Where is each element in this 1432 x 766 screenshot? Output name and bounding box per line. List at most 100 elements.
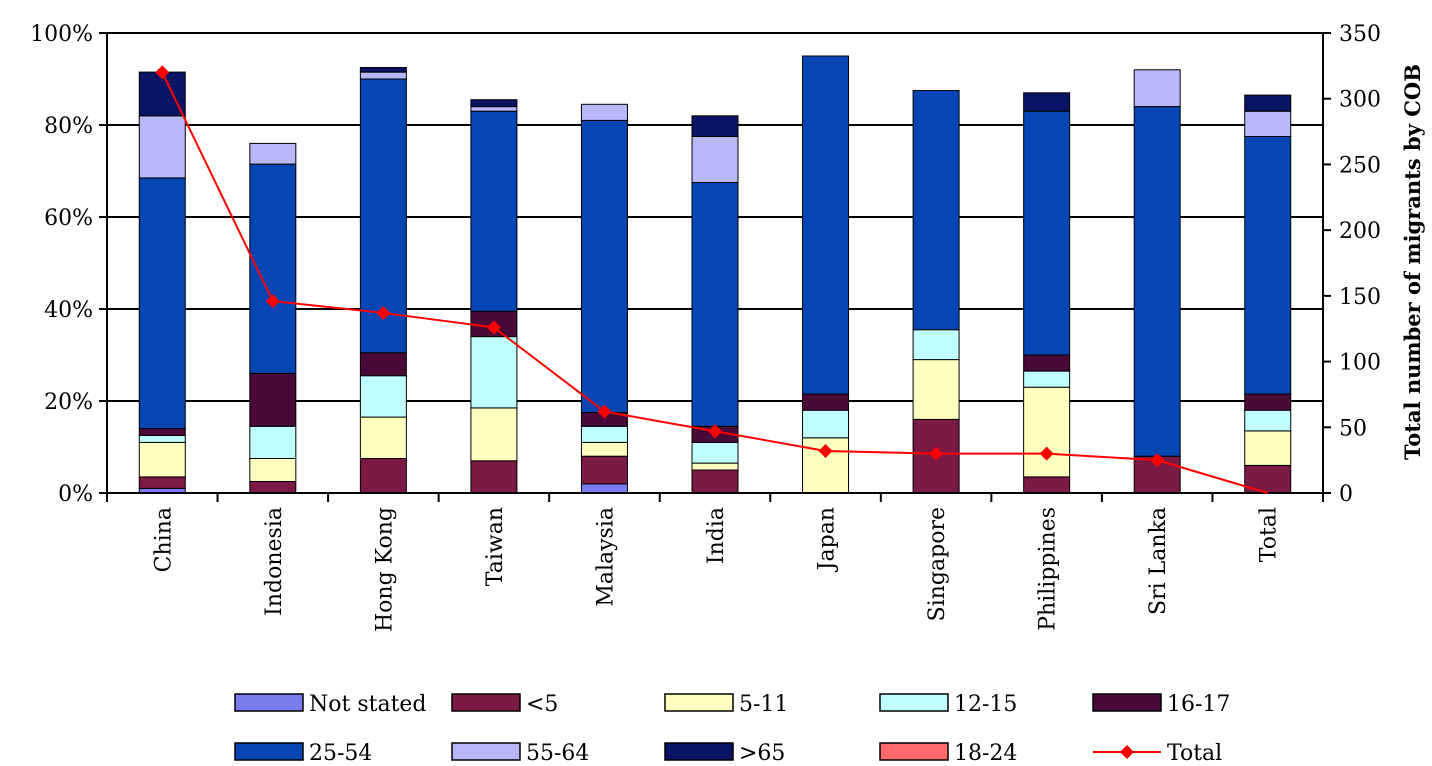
bar-indonesia-5-11 [249, 458, 297, 482]
legend-label-55-64: 55-64 [526, 741, 589, 766]
category-label-taiwan: Taiwan [483, 507, 508, 586]
bar-singapore-12-15 [912, 329, 960, 361]
bar-philippines-25-54 [1023, 110, 1071, 356]
category-label-philippines: Philippines [1036, 507, 1061, 631]
bar-hong-kong-55-64 [359, 71, 407, 80]
bars [138, 55, 1292, 494]
bar-hong-kong-16-17 [359, 352, 407, 377]
bar-sri-lanka-25-54 [1133, 106, 1181, 457]
legend-swatch-55-64 [451, 742, 521, 761]
legend: Not stated <5 5-11 12-15 16-17 25-54 55-64 >65 1… [234, 692, 1230, 766]
right-tick-label: 150 [1339, 285, 1381, 310]
bar-china-lt5 [138, 476, 186, 489]
right-axis-title: Total number of migrants by COB [1400, 64, 1425, 460]
total-point-indonesia [265, 294, 280, 309]
bar-indonesia-16-17 [249, 372, 297, 427]
legend-swatch-5-11 [664, 693, 734, 712]
bar-taiwan-12-15 [470, 336, 518, 409]
right-tick-label: 0 [1339, 482, 1353, 507]
right-tick-label: 250 [1339, 153, 1381, 178]
total-point-malaysia [597, 404, 612, 419]
bar-singapore-5-11 [912, 359, 960, 420]
category-label-hong-kong: Hong Kong [372, 507, 397, 632]
bar-malaysia-55-64 [580, 103, 628, 121]
category-label-indonesia: Indonesia [262, 507, 287, 616]
left-tick-label: 60% [44, 206, 93, 231]
bar-total-55-64 [1244, 110, 1292, 137]
bar-malaysia-not-stated [580, 483, 628, 494]
category-label-japan: Japan [815, 507, 840, 572]
bar-indonesia-55-64 [249, 142, 297, 165]
bar-india-gt65 [691, 115, 739, 138]
bar-total-16-17 [1244, 393, 1292, 411]
legend-label-total: Total [1167, 741, 1222, 766]
bar-philippines-lt5 [1023, 476, 1071, 494]
axes [106, 33, 1324, 502]
right-tick-label: 100 [1339, 351, 1381, 376]
bar-philippines-12-15 [1023, 370, 1071, 388]
bar-china-55-64 [138, 115, 186, 179]
bar-philippines-16-17 [1023, 354, 1071, 372]
total-point-singapore [929, 446, 944, 461]
bar-indonesia-lt5 [249, 481, 297, 494]
total-point-hong-kong [376, 305, 391, 320]
legend-swatch-12-15 [879, 693, 949, 712]
total-point-taiwan [486, 320, 501, 335]
bar-sri-lanka-55-64 [1133, 69, 1181, 108]
bar-china-12-15 [138, 435, 186, 443]
legend-swatch-25-54 [234, 742, 304, 761]
legend-label-lt5: <5 [526, 692, 558, 717]
right-tick-label: 350 [1339, 22, 1381, 47]
bar-taiwan-55-64 [470, 106, 518, 112]
category-labels: China Indonesia Hong Kong Taiwan Malaysia Ind… [151, 507, 1281, 632]
total-point-philippines [1039, 446, 1054, 461]
bar-malaysia-12-15 [580, 425, 628, 443]
legend-label-5-11: 5-11 [739, 692, 788, 717]
bar-hong-kong-12-15 [359, 375, 407, 418]
legend-label-12-15: 12-15 [954, 692, 1017, 717]
bar-japan-16-17 [802, 393, 850, 411]
legend-swatch-18-24 [879, 742, 949, 761]
category-label-sri-lanka: Sri Lanka [1146, 507, 1171, 615]
right-tick-label: 200 [1339, 219, 1381, 244]
bar-hong-kong-5-11 [359, 416, 407, 460]
bar-total-5-11 [1244, 430, 1292, 466]
legend-swatch-not-stated [234, 693, 304, 712]
right-tick-label: 300 [1339, 88, 1381, 113]
legend-swatch-lt5 [451, 693, 521, 712]
left-tick-label: 100% [30, 22, 93, 47]
bar-hong-kong-lt5 [359, 458, 407, 494]
bar-china-gt65 [138, 71, 186, 117]
bar-malaysia-lt5 [580, 455, 628, 485]
bar-philippines-gt65 [1023, 92, 1071, 112]
bar-japan-12-15 [802, 409, 850, 439]
left-tick-label: 40% [44, 298, 93, 323]
bar-india-5-11 [691, 462, 739, 471]
bar-china-16-17 [138, 428, 186, 437]
bar-india-55-64 [691, 136, 739, 183]
category-label-singapore: Singapore [925, 507, 950, 621]
left-tick-label: 0% [58, 482, 93, 507]
category-label-malaysia: Malaysia [593, 507, 618, 607]
left-tick-label: 80% [44, 114, 93, 139]
left-axis-ticks: 0% 20% 40% 60% 80% 100% [30, 22, 107, 507]
bar-taiwan-5-11 [470, 407, 518, 462]
bar-india-25-54 [691, 182, 739, 427]
bar-total-12-15 [1244, 409, 1292, 432]
bar-taiwan-gt65 [470, 99, 518, 108]
category-label-total: Total [1257, 507, 1282, 562]
total-point-india [708, 424, 722, 439]
bar-taiwan-25-54 [470, 110, 518, 312]
bar-malaysia-5-11 [580, 441, 628, 457]
bar-total-25-54 [1244, 136, 1292, 395]
bar-indonesia-12-15 [249, 425, 297, 459]
category-label-india: India [704, 507, 729, 564]
legend-swatch-16-17 [1092, 693, 1162, 712]
bar-india-lt5 [691, 469, 739, 494]
right-axis-ticks: 0 50 100 150 200 250 300 350 [1323, 22, 1381, 507]
total-point-china [155, 65, 170, 80]
bar-hong-kong-gt65 [359, 67, 407, 73]
bar-china-5-11 [138, 441, 186, 478]
bar-japan-25-54 [802, 55, 850, 395]
